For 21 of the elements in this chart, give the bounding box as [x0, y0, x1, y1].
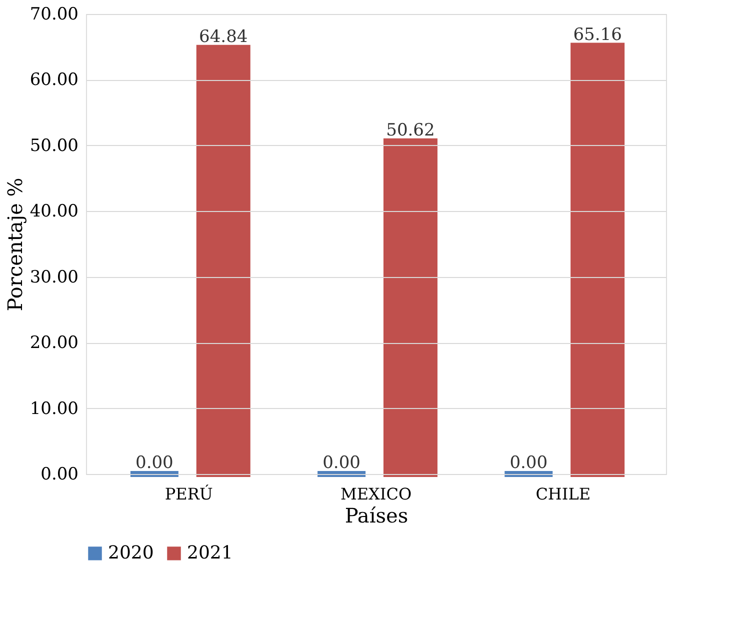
y-tick-label: 70.00 — [30, 4, 78, 24]
y-tick-label: 30.00 — [30, 267, 78, 288]
legend-label: 2020 — [108, 542, 154, 564]
data-label: 0.00 — [510, 453, 548, 473]
x-tick-label: CHILE — [536, 484, 591, 504]
legend-label: 2021 — [187, 542, 233, 564]
x-tick-label: MEXICO — [340, 484, 412, 504]
y-tick-label: 10.00 — [30, 398, 78, 419]
y-tick-label: 0.00 — [40, 464, 78, 484]
y-tick-label: 40.00 — [30, 202, 78, 222]
y-tick-label: 60.00 — [30, 70, 78, 90]
y-tick-label: 50.00 — [30, 136, 78, 156]
data-label: 65.16 — [573, 24, 622, 45]
x-axis-title: Países — [344, 504, 408, 528]
data-label: 64.84 — [199, 26, 248, 47]
x-tick-label: PERÚ — [164, 484, 213, 504]
data-label: 50.62 — [386, 120, 435, 140]
data-label: 0.00 — [322, 453, 360, 473]
data-label: 0.00 — [136, 453, 174, 473]
y-tick-label: 20.00 — [30, 333, 78, 354]
y-axis-title: Porcentaje % — [2, 178, 27, 312]
